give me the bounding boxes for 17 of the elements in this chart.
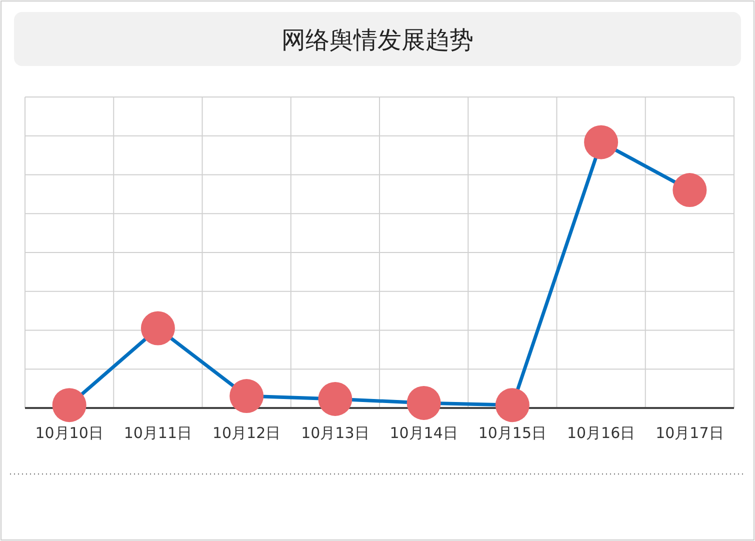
x-tick-label: 10月14日 bbox=[390, 424, 458, 442]
point bbox=[406, 386, 441, 420]
x-tick-label: 10月16日 bbox=[566, 424, 636, 442]
x-tick-label: 10月12日 bbox=[212, 424, 281, 442]
point bbox=[52, 388, 86, 422]
point bbox=[140, 311, 175, 346]
point bbox=[672, 173, 707, 208]
x-tick-label: 10月11日 bbox=[124, 424, 192, 442]
chart-title: 网络舆情发展趋势 bbox=[282, 26, 474, 54]
point bbox=[584, 125, 618, 160]
x-tick-label: 10月15日 bbox=[478, 424, 547, 442]
point bbox=[495, 388, 530, 422]
x-tick-label: 10月13日 bbox=[301, 424, 370, 442]
point bbox=[318, 382, 352, 416]
x-tick-label: 10月17日 bbox=[656, 424, 724, 442]
x-tick-label: 10月10日 bbox=[35, 424, 104, 442]
point bbox=[230, 379, 264, 414]
